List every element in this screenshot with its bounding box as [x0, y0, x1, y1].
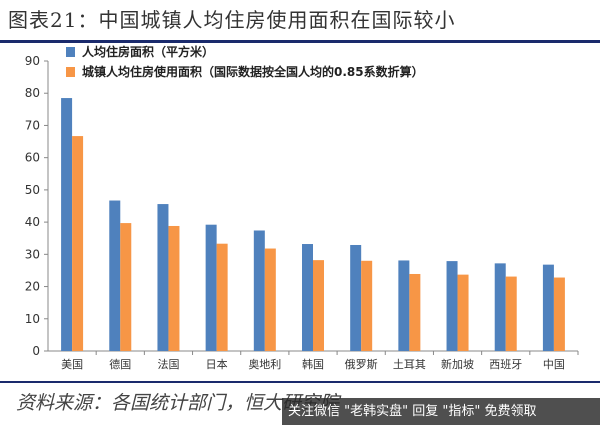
bar-per-capita-area — [398, 260, 410, 351]
x-category-label: 新加坡 — [441, 357, 474, 371]
y-tick-label: 20 — [25, 280, 40, 294]
bar-urban-usable-area — [457, 274, 469, 351]
bar-urban-usable-area — [168, 225, 180, 351]
bar-per-capita-area — [446, 261, 458, 351]
legend-label: 城镇人均住房使用面积（国际数据按全国人均的0.85系数折算） — [82, 64, 424, 79]
bar-urban-usable-area — [216, 243, 228, 351]
y-tick-label: 60 — [25, 151, 40, 165]
bar-per-capita-area — [494, 263, 506, 351]
bar-chart: 0 10 20 30 40 50 60 70 80 90 美国 德国 法国 日本 奥地利 韩国 俄罗斯 土耳其 新加… — [25, 44, 579, 371]
x-category-label: 西班牙 — [489, 358, 522, 371]
bar-urban-usable-area — [313, 260, 324, 351]
chart-title: 图表21：中国城镇人均住房使用面积在国际较小 — [8, 8, 456, 32]
bar-urban-usable-area — [72, 136, 84, 351]
watermark-banner: 关注微信 "老韩实盘" 回复 "指标" 免费领取 — [282, 398, 600, 425]
bar-per-capita-area — [253, 230, 265, 351]
bar-urban-usable-area — [361, 260, 373, 351]
y-tick-label: 30 — [25, 247, 40, 261]
bar-per-capita-area — [157, 204, 169, 351]
source-rule — [0, 381, 600, 383]
y-tick-label: 10 — [25, 312, 40, 326]
y-tick-label: 40 — [25, 215, 40, 229]
bar-per-capita-area — [61, 98, 73, 351]
axes: 0 10 20 30 40 50 60 70 80 90 美国 德国 法国 日本 奥地利 韩国 俄罗斯 土耳其 新加… — [25, 54, 579, 371]
x-category-label: 俄罗斯 — [345, 358, 378, 371]
bar-per-capita-area — [542, 264, 554, 351]
y-tick-label: 0 — [32, 344, 40, 358]
legend: 人均住房面积（平方米） 城镇人均住房使用面积（国际数据按全国人均的0.85系数折算… — [66, 44, 424, 79]
x-category-label: 奥地利 — [248, 357, 281, 371]
bars — [61, 98, 565, 351]
source-note: 资料来源：各国统计部门，恒大研究院 — [16, 392, 340, 414]
bar-urban-usable-area — [120, 223, 132, 351]
legend-swatch — [66, 47, 75, 57]
y-tick-label: 50 — [25, 183, 40, 197]
bar-urban-usable-area — [264, 248, 276, 351]
bar-urban-usable-area — [553, 277, 565, 351]
y-tick-label: 80 — [25, 86, 40, 100]
legend-label: 人均住房面积（平方米） — [82, 44, 214, 59]
bar-per-capita-area — [350, 244, 362, 351]
x-category-label: 日本 — [206, 357, 228, 371]
legend-swatch — [66, 67, 75, 77]
y-tick-label: 90 — [25, 54, 40, 68]
x-category-label: 法国 — [157, 357, 179, 371]
x-category-label: 中国 — [543, 358, 565, 371]
x-category-label: 德国 — [109, 357, 131, 371]
bar-per-capita-area — [109, 200, 121, 351]
bar-per-capita-area — [302, 244, 313, 351]
bar-per-capita-area — [205, 224, 217, 351]
x-category-label: 美国 — [61, 358, 83, 371]
x-category-label: 韩国 — [302, 357, 324, 371]
x-category-label: 土耳其 — [393, 358, 426, 371]
title-rule — [0, 40, 600, 43]
bar-urban-usable-area — [505, 276, 517, 351]
bar-urban-usable-area — [409, 273, 421, 351]
y-tick-label: 70 — [25, 118, 40, 132]
